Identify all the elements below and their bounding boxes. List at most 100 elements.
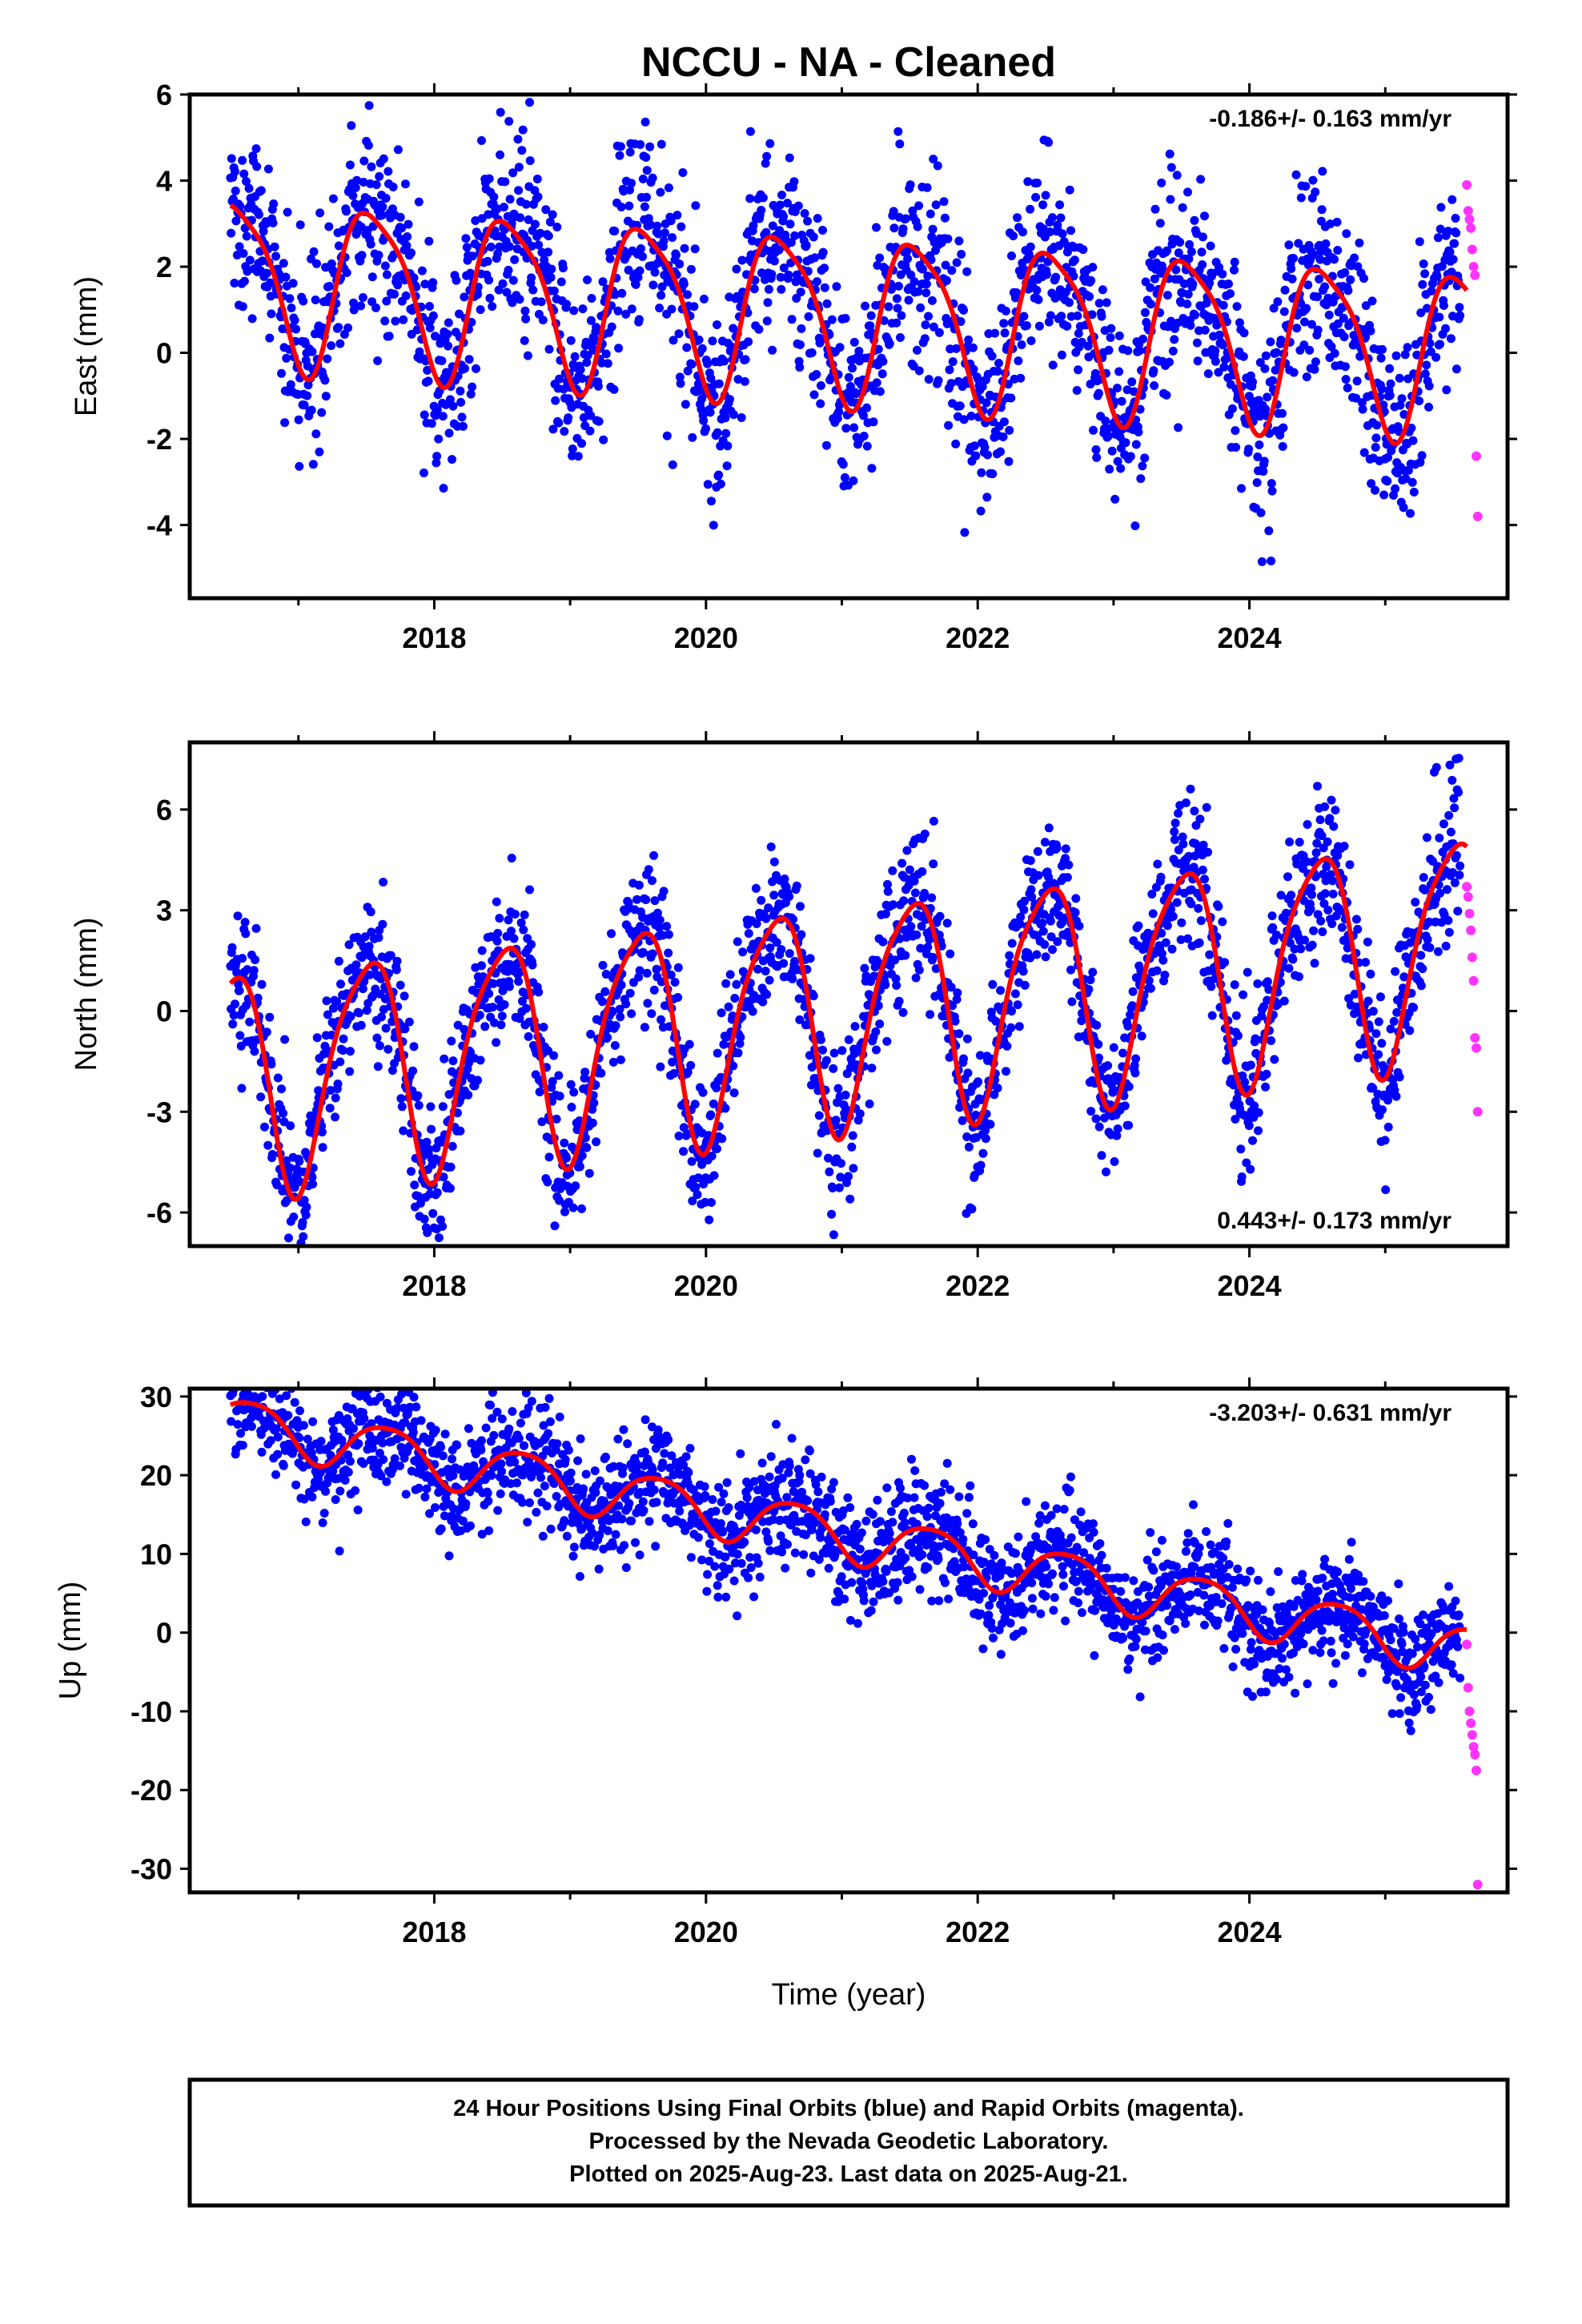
final-point (1368, 1007, 1378, 1016)
final-point (587, 294, 596, 303)
final-point (258, 1392, 267, 1401)
final-point (1437, 918, 1447, 927)
final-point (1366, 326, 1375, 336)
figure-title: NCCU - NA - Cleaned (641, 39, 1056, 86)
final-point (699, 416, 709, 425)
final-point (1391, 351, 1401, 360)
final-point (358, 984, 367, 994)
final-point (610, 227, 620, 235)
final-point (666, 216, 676, 226)
final-point (295, 1156, 304, 1166)
final-point (334, 956, 343, 966)
final-point (1371, 485, 1379, 495)
final-point (916, 943, 926, 953)
final-point (309, 247, 319, 256)
final-point (605, 254, 615, 263)
final-point (253, 993, 263, 1003)
final-point (380, 316, 390, 326)
final-point (1032, 950, 1042, 959)
final-point (866, 311, 876, 320)
final-point (322, 996, 331, 1006)
rate-label-east: -0.186+/- 0.163 mm/yr (1209, 106, 1452, 132)
final-point (262, 1027, 271, 1037)
final-point (273, 1432, 283, 1441)
final-point (279, 1461, 288, 1470)
final-point (1237, 484, 1246, 493)
final-point (913, 222, 922, 231)
final-point (737, 413, 746, 422)
final-point (1196, 175, 1206, 184)
final-point (496, 107, 505, 117)
final-point (436, 1442, 445, 1452)
final-point (640, 202, 649, 211)
final-point (765, 975, 774, 985)
final-point (1266, 337, 1275, 347)
final-point (492, 204, 502, 214)
final-point (733, 937, 742, 947)
final-point (583, 351, 592, 360)
final-point (1240, 1077, 1250, 1087)
final-point (1156, 872, 1166, 882)
final-point (625, 988, 635, 998)
final-point (1368, 1084, 1378, 1093)
final-point (762, 316, 772, 326)
final-point (1116, 464, 1126, 473)
final-point (647, 1009, 656, 1019)
final-point (333, 1080, 343, 1088)
final-point (1150, 381, 1159, 390)
final-point (477, 136, 486, 145)
final-point (1214, 902, 1223, 911)
final-point (499, 203, 508, 212)
final-point (279, 259, 288, 268)
rate-label-north: 0.443+/- 0.173 mm/yr (1217, 1208, 1452, 1234)
final-point (971, 1110, 981, 1120)
final-point (1374, 1050, 1383, 1059)
final-point (635, 266, 644, 275)
final-point (552, 1114, 561, 1124)
final-point (1346, 275, 1355, 284)
final-point (558, 263, 568, 273)
final-point (569, 1088, 579, 1097)
final-point (1325, 814, 1335, 823)
final-point (964, 335, 974, 344)
final-point (901, 951, 910, 960)
final-point (307, 1172, 317, 1182)
final-point (257, 1447, 267, 1457)
final-point (849, 337, 859, 347)
final-point (870, 963, 880, 971)
final-point (536, 297, 546, 307)
final-point (538, 316, 548, 325)
final-point (600, 987, 610, 996)
final-point (1146, 983, 1155, 993)
final-point (903, 254, 913, 263)
final-point (867, 1063, 877, 1073)
final-point (288, 279, 298, 288)
final-point (787, 315, 797, 324)
final-point (1166, 316, 1176, 326)
final-point (1261, 1082, 1271, 1092)
final-point (768, 345, 777, 355)
final-point (1263, 995, 1272, 1005)
final-point (943, 234, 953, 243)
final-point (1113, 1124, 1122, 1134)
final-point (541, 205, 551, 215)
final-point (242, 177, 251, 186)
y-tick-label: 6 (156, 78, 172, 111)
rapid-point (1470, 270, 1480, 280)
final-point (926, 1010, 935, 1019)
final-point (762, 151, 772, 161)
final-point (452, 275, 461, 285)
final-point (1327, 919, 1337, 928)
final-point (928, 952, 938, 962)
final-point (892, 318, 901, 328)
final-point (1403, 343, 1412, 352)
final-point (963, 1068, 973, 1078)
final-point (693, 1190, 702, 1200)
final-point (1040, 939, 1050, 949)
final-point (636, 140, 645, 149)
final-point (1291, 170, 1301, 179)
final-point (1435, 312, 1444, 322)
final-point (603, 1033, 612, 1043)
final-point (332, 997, 342, 1007)
rapid-point (1464, 908, 1475, 919)
